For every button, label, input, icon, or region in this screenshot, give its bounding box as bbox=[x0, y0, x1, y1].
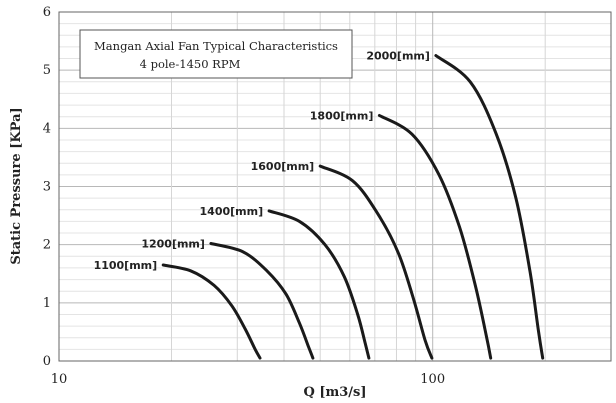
series-curve bbox=[377, 114, 493, 360]
series-curve bbox=[267, 209, 371, 360]
title-box-frame bbox=[79, 29, 353, 79]
x-tick-label: 10 bbox=[51, 372, 68, 387]
curves bbox=[161, 54, 545, 360]
y-tick-label: 0 bbox=[43, 354, 51, 369]
tick-labels: 0 1 2 3 4 5 6 10 100 bbox=[43, 5, 445, 387]
y-tick-label: 2 bbox=[43, 238, 51, 253]
series-curve bbox=[434, 54, 545, 360]
series-curve bbox=[161, 263, 262, 360]
series-label: 1800[mm] bbox=[310, 110, 374, 123]
series-label: 1200[mm] bbox=[141, 238, 205, 251]
curve-labels: 1100[mm] 1200[mm] 1400[mm] 1600[mm] 1800[mm]… bbox=[94, 50, 430, 272]
series-curve bbox=[209, 242, 315, 360]
y-tick-label: 3 bbox=[43, 180, 51, 195]
x-axis-title: Q [m3/s] bbox=[303, 385, 366, 400]
series-curve bbox=[318, 164, 434, 360]
chart-subtitle: 4 pole-1450 RPM bbox=[140, 57, 241, 71]
y-tick-label: 1 bbox=[43, 296, 51, 311]
series-label: 1100[mm] bbox=[94, 259, 158, 272]
y-tick-label: 6 bbox=[43, 5, 51, 20]
y-axis-title: Static Pressure [KPa] bbox=[9, 107, 24, 264]
plot-frame bbox=[58, 11, 612, 362]
y-tick-label: 5 bbox=[43, 63, 51, 78]
series-label: 1600[mm] bbox=[251, 160, 315, 173]
x-tick-label: 100 bbox=[420, 372, 445, 387]
series-label: 2000[mm] bbox=[366, 50, 430, 63]
title-box: Mangan Axial Fan Typical Characteristics… bbox=[79, 29, 353, 79]
chart-title: Mangan Axial Fan Typical Characteristics bbox=[94, 39, 338, 53]
y-tick-label: 4 bbox=[43, 121, 51, 136]
series-label: 1400[mm] bbox=[200, 205, 264, 218]
